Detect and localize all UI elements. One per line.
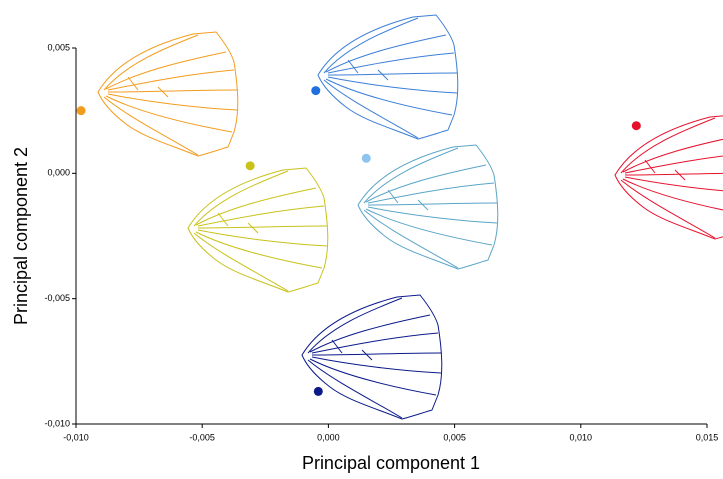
wing-vein — [328, 77, 457, 93]
y-tick-label: 0,005 — [47, 42, 70, 52]
wing-vein — [366, 209, 492, 245]
wing-vein — [248, 223, 258, 233]
wing-vein — [625, 173, 723, 175]
wing-illustration — [318, 15, 458, 139]
wing-illustration — [188, 168, 328, 292]
wing-vein — [158, 87, 168, 97]
wing-vein — [196, 232, 322, 268]
point — [246, 161, 255, 170]
point — [632, 121, 641, 130]
wing-vein — [106, 96, 232, 132]
wing-vein — [645, 160, 655, 173]
wing-vein — [108, 94, 237, 110]
wing-vein — [198, 230, 327, 246]
y-tick-label: -0,005 — [44, 293, 70, 303]
wing-vein — [368, 183, 494, 203]
wing-vein — [310, 359, 436, 395]
chart: Principal component 1 Principal componen… — [0, 0, 723, 479]
y-tick-label: -0,010 — [44, 418, 70, 428]
wing-vein — [366, 165, 486, 202]
wing-vein — [378, 70, 388, 80]
wing-vein — [128, 77, 138, 90]
wing-vein — [326, 79, 452, 115]
wing-vein — [623, 135, 723, 172]
wing-vein — [332, 340, 342, 353]
wing-vein — [368, 207, 497, 223]
y-axis-title: Principal component 2 — [11, 147, 31, 325]
x-tick-label: 0,005 — [443, 432, 466, 442]
x-axis-title: Principal component 1 — [302, 453, 480, 473]
wing-vein — [312, 357, 441, 373]
point — [77, 106, 86, 115]
wing-vein — [368, 203, 497, 205]
wing-vein — [312, 353, 441, 355]
wing-vein — [198, 226, 327, 228]
wing-illustration — [615, 115, 723, 239]
wing-vein — [326, 35, 446, 72]
wing-vein — [106, 52, 226, 89]
wing-vein — [675, 170, 685, 180]
wing-vein — [623, 179, 723, 215]
wing-vein — [362, 350, 372, 360]
wing-vein — [418, 200, 428, 210]
wing-vein — [312, 333, 438, 353]
wing-vein — [218, 213, 228, 226]
wing-vein — [108, 70, 234, 90]
wing-vein — [328, 53, 454, 73]
wing-illustration — [98, 32, 238, 156]
x-tick-label: 0,000 — [317, 432, 340, 442]
wing-illustration — [358, 145, 498, 269]
x-tick-label: -0,010 — [63, 432, 89, 442]
x-tick-label: 0,015 — [696, 432, 719, 442]
x-tick-label: 0,010 — [570, 432, 593, 442]
wing-vein — [348, 60, 358, 73]
y-tick-label: 0,000 — [47, 168, 70, 178]
wing-vein — [328, 73, 457, 75]
wing-vein — [388, 190, 398, 203]
wing-outline — [615, 115, 723, 239]
wing-vein — [196, 188, 316, 225]
wing-vein — [310, 315, 430, 352]
point — [311, 86, 320, 95]
point — [314, 387, 323, 396]
wing-vein — [625, 177, 723, 193]
wing-vein — [108, 90, 237, 92]
wing-illustration — [302, 295, 442, 419]
x-tick-label: -0,005 — [189, 432, 215, 442]
wing-vein — [198, 206, 324, 226]
point — [362, 154, 371, 163]
